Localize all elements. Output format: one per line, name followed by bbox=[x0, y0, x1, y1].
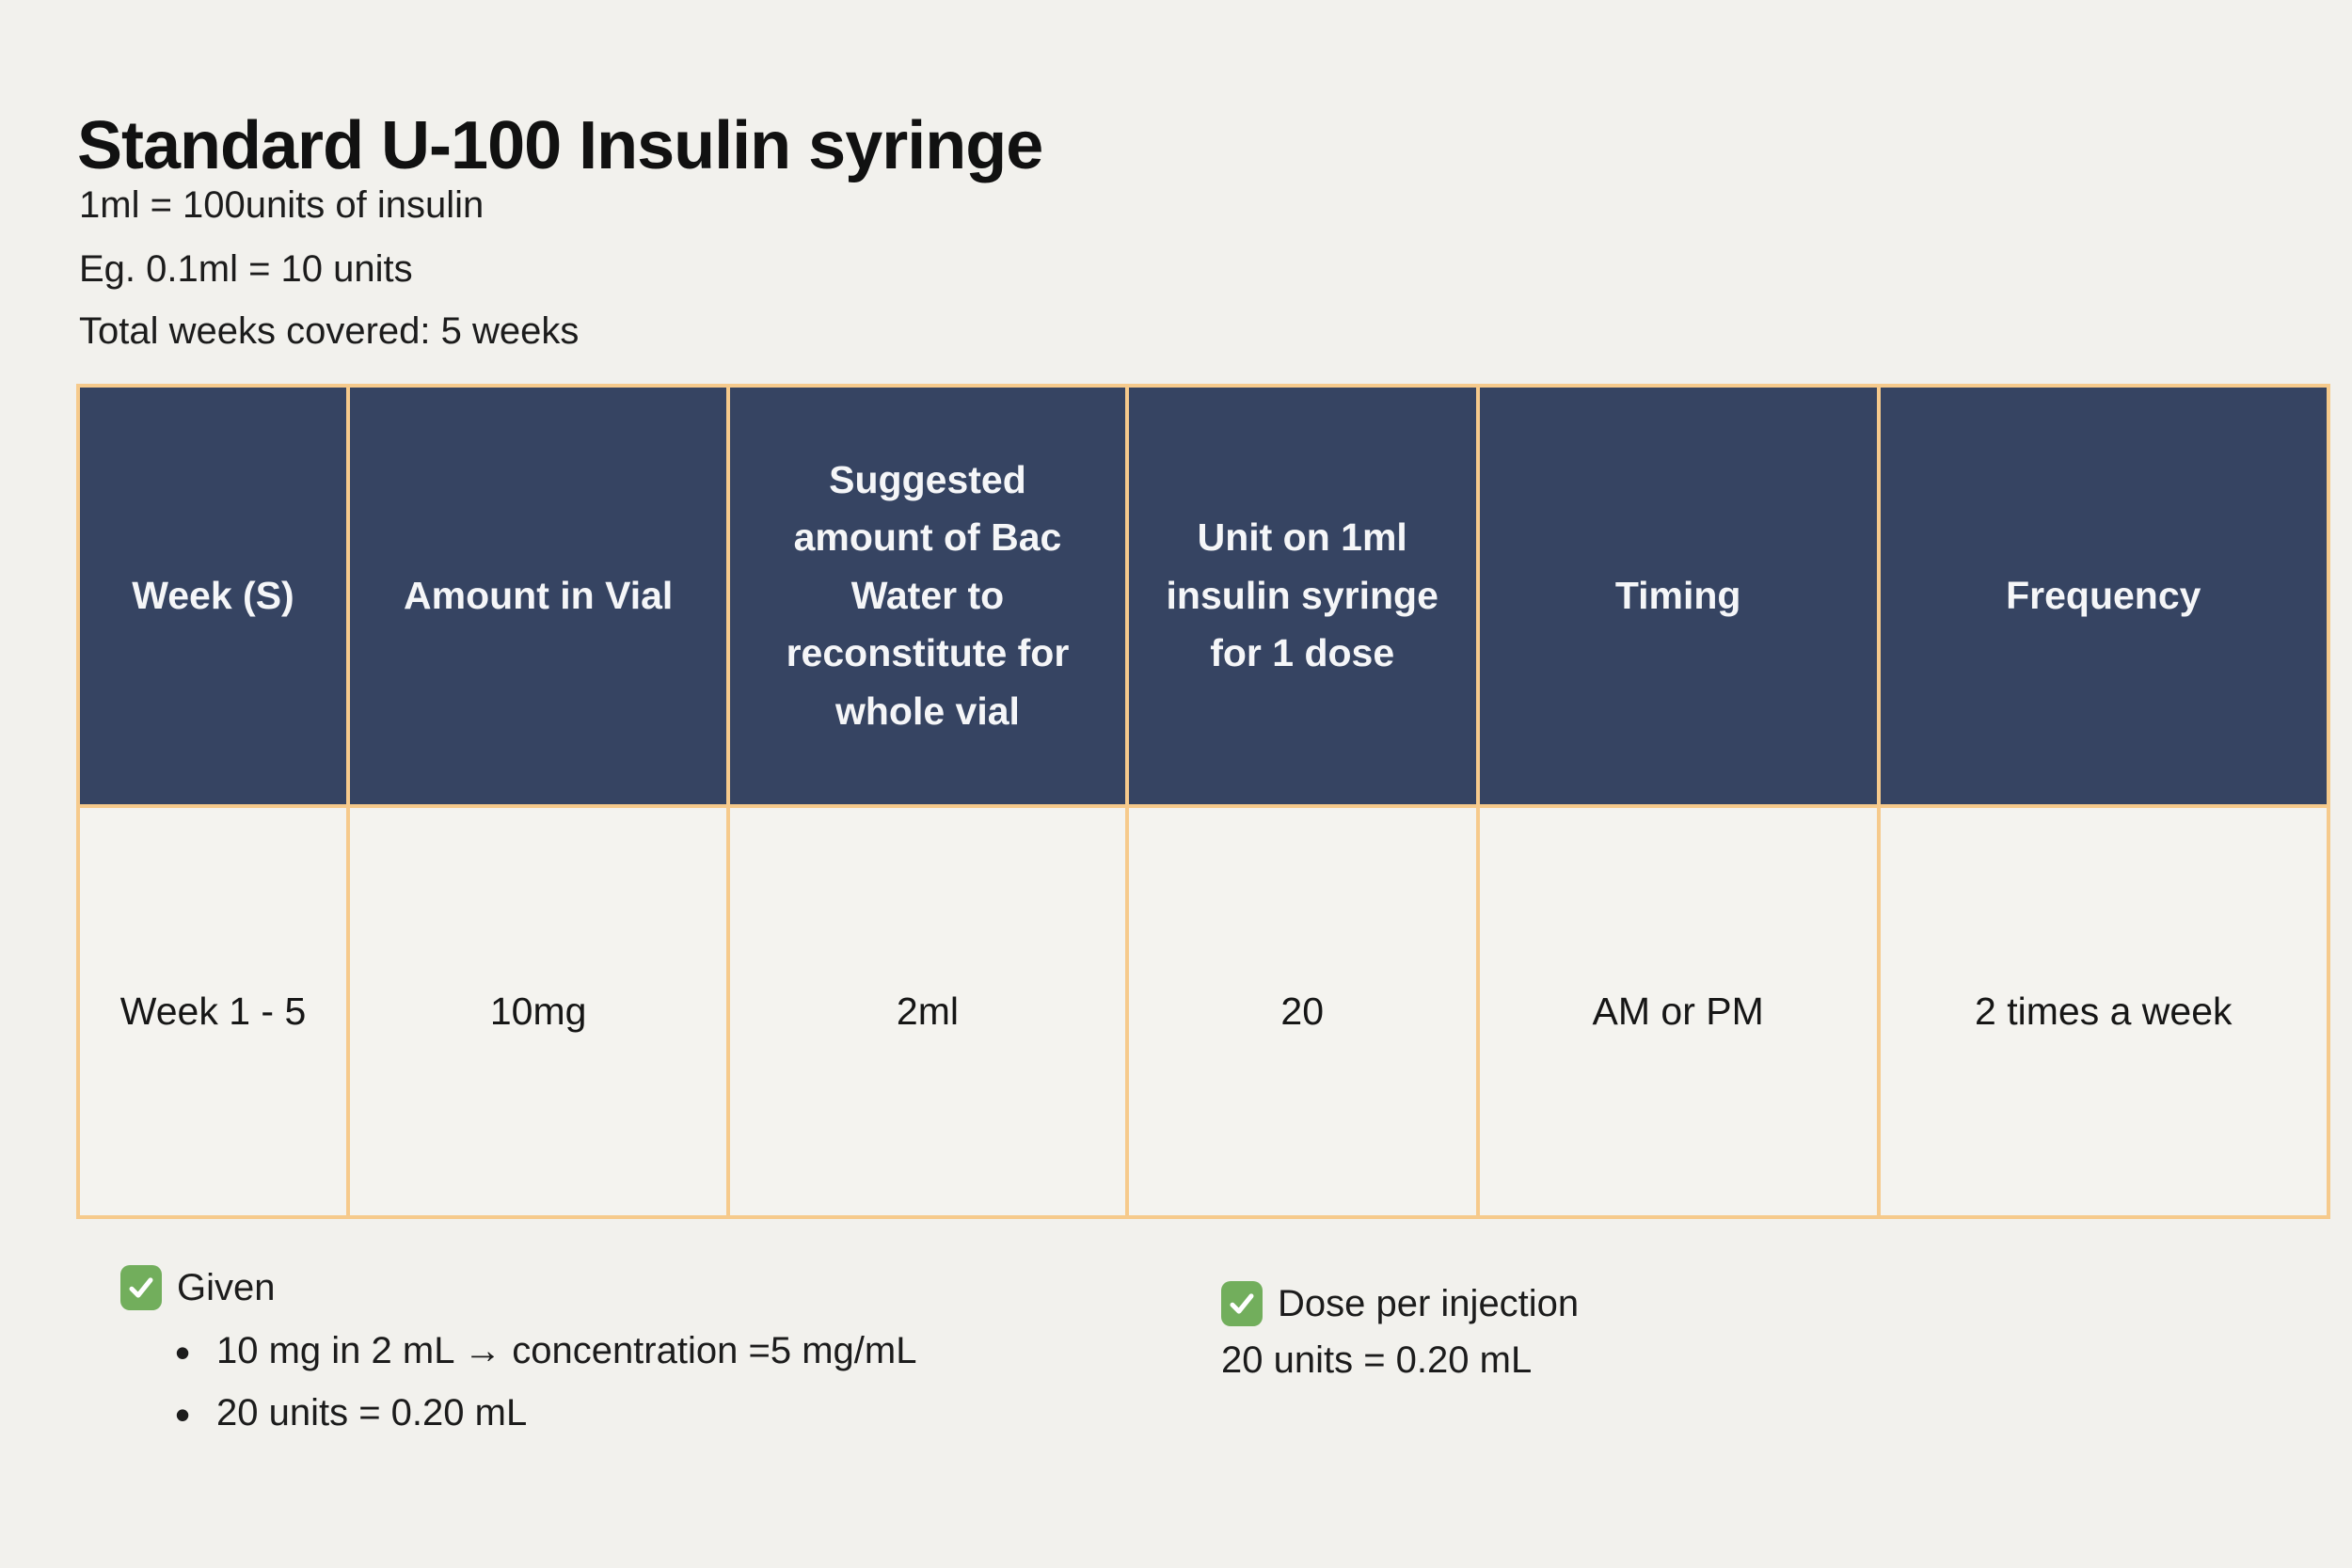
note-dose-label: Dose per injection bbox=[1278, 1282, 1580, 1324]
check-icon bbox=[120, 1265, 162, 1310]
checkmark-glyph bbox=[1230, 1293, 1254, 1314]
check-icon bbox=[1221, 1281, 1263, 1326]
bullet-units-volume: 20 units = 0.20 mL bbox=[175, 1386, 916, 1444]
bullet-concentration: 10 mg in 2 mL → concentration =5 mg/mL bbox=[175, 1323, 916, 1382]
page-title: Standard U-100 Insulin syringe bbox=[77, 108, 1043, 184]
subtitle-example: Eg. 0.1ml = 10 units bbox=[79, 248, 413, 290]
col-header-bac-water: Suggested amount of Bac Water to reconst… bbox=[726, 384, 1129, 808]
note-given-bullets: 10 mg in 2 mL → concentration =5 mg/mL 2… bbox=[175, 1323, 916, 1444]
cell-amount-in-vial: 10mg bbox=[346, 804, 731, 1219]
note-given-label: Given bbox=[177, 1266, 276, 1308]
cell-weeks: Week 1 - 5 bbox=[75, 804, 351, 1219]
subtitle-total-weeks: Total weeks covered: 5 weeks bbox=[79, 310, 580, 352]
note-given-title: Given bbox=[120, 1265, 916, 1310]
table-header-row: Week (S) Amount in Vial Suggested amount… bbox=[75, 384, 2331, 808]
table-row: Week 1 - 5 10mg 2ml 20 AM or PM 2 times … bbox=[75, 804, 2331, 1219]
cell-units-per-dose: 20 bbox=[1124, 804, 1480, 1219]
cell-timing: AM or PM bbox=[1475, 804, 1881, 1219]
note-dose-value: 20 units = 0.20 mL bbox=[1221, 1339, 1533, 1381]
col-header-amount-in-vial: Amount in Vial bbox=[346, 384, 731, 808]
cell-frequency: 2 times a week bbox=[1876, 804, 2331, 1219]
subtitle-conversion: 1ml = 100units of insulin bbox=[79, 184, 485, 226]
note-given: Given 10 mg in 2 mL → concentration =5 m… bbox=[120, 1265, 916, 1449]
note-dose-title: Dose per injection bbox=[1221, 1281, 1579, 1326]
col-header-frequency: Frequency bbox=[1876, 384, 2331, 808]
col-header-units-per-dose: Unit on 1ml insulin syringe for 1 dose bbox=[1124, 384, 1480, 808]
cell-bac-water: 2ml bbox=[726, 804, 1129, 1219]
col-header-timing: Timing bbox=[1475, 384, 1881, 808]
note-dose-per-injection: Dose per injection 20 units = 0.20 mL bbox=[1221, 1281, 1579, 1382]
dosing-table: Week (S) Amount in Vial Suggested amount… bbox=[75, 384, 2331, 1219]
checkmark-glyph bbox=[129, 1277, 153, 1298]
col-header-weeks: Week (S) bbox=[75, 384, 351, 808]
